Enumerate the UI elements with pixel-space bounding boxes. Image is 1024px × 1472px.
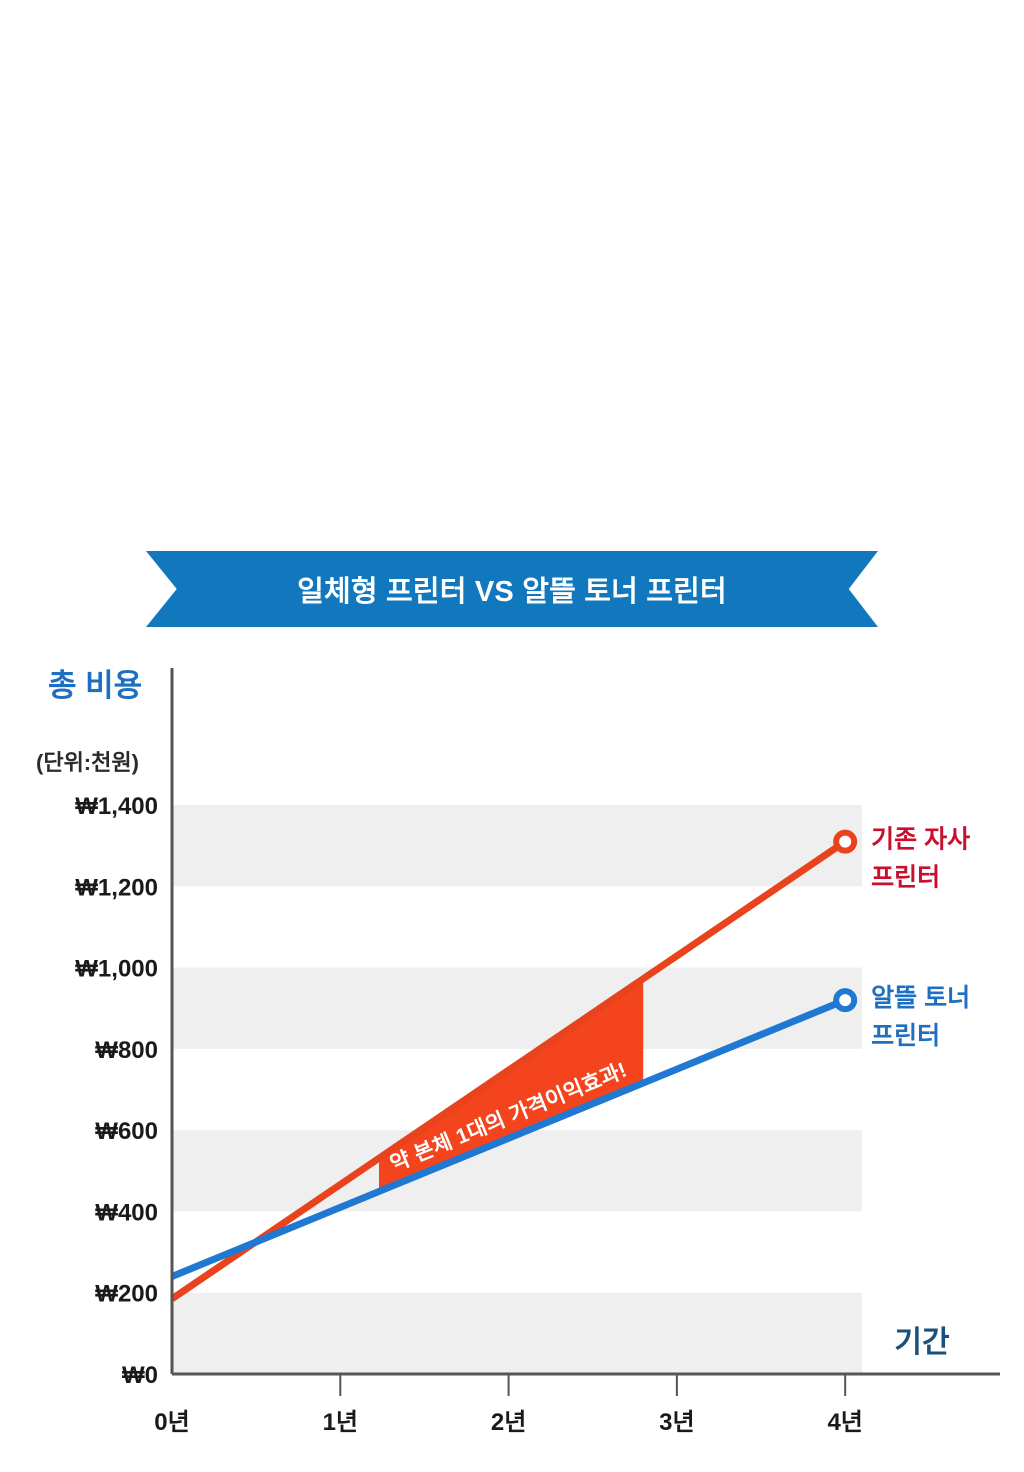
y-axis-title: 총 비용 [48, 668, 142, 703]
y-axis-tick-label-1: ₩1,200 [75, 874, 158, 901]
y-axis-tick-label-5: ₩400 [95, 1199, 158, 1226]
series-endpoint-marker-1 [833, 988, 858, 1013]
grid-band-1 [172, 967, 862, 1049]
grid-band-0 [172, 805, 862, 887]
x-axis-title: 기간 [894, 1326, 950, 1359]
x-axis-tick-label-1: 1년 [323, 1409, 358, 1436]
y-axis-tick-label-6: ₩200 [95, 1281, 158, 1308]
y-axis-tick-label-0: ₩1,400 [75, 793, 158, 820]
series-legend-label-1-line2: 프린터 [871, 1022, 940, 1050]
series-endpoint-markers [833, 829, 858, 1013]
grid-band-3 [172, 1292, 862, 1374]
series-line-0 [170, 838, 848, 1302]
y-axis-tick-label-2: ₩1,000 [75, 956, 158, 983]
cost-comparison-line-chart: 약 본체 1대의 가격이익효과! ₩1,400₩1,200₩1,000₩800₩… [36, 668, 1000, 1436]
grid-bands [172, 805, 862, 1374]
y-axis-tick-labels: ₩1,400 ₩1,200 ₩1,000 ₩800 ₩600 ₩400 ₩200 ₩0 [75, 793, 158, 1389]
savings-band-shape [379, 978, 644, 1192]
ribbon-shape [146, 551, 878, 627]
series-legend-label-1-line1: 알뜰 토너 [871, 984, 970, 1012]
series-lines [170, 838, 848, 1302]
chart-container: 약 본체 1대의 가격이익효과! ₩1,400 ₩1,200 ₩1,000 ₩800 ₩… [0, 630, 1024, 1460]
x-axis-tick-label-4: 4년 [827, 1409, 862, 1436]
x-axis-tick-labels: 0년 1년 2년 3년 4년 [154, 1409, 863, 1436]
x-axis-ticks [339, 1374, 847, 1396]
title-banner: 일체형 프린터 VS 알뜰 토너 프린터 [146, 551, 878, 627]
y-axis-unit-note: (단위:천원) [36, 750, 139, 775]
grid-band-2 [172, 1130, 862, 1212]
y-axis-tick-label-3: ₩800 [95, 1037, 158, 1064]
series-line-1 [170, 996, 847, 1280]
x-axis-tick-label-3: 3년 [659, 1409, 694, 1436]
series-legend-label-0-line2: 프린터 [871, 864, 940, 892]
x-axis-tick-label-2: 2년 [491, 1409, 526, 1436]
y-axis-tick-label-4: ₩600 [95, 1118, 158, 1145]
x-axis-tick-label-0: 0년 [154, 1409, 189, 1436]
y-axis-tick-label-7: ₩0 [122, 1362, 158, 1389]
series-legend-label-0-line1: 기존 자사 [871, 826, 970, 854]
series-endpoint-marker-0 [833, 829, 858, 854]
chart-title: 일체형 프린터 VS 알뜰 토너 프린터 [297, 576, 727, 608]
